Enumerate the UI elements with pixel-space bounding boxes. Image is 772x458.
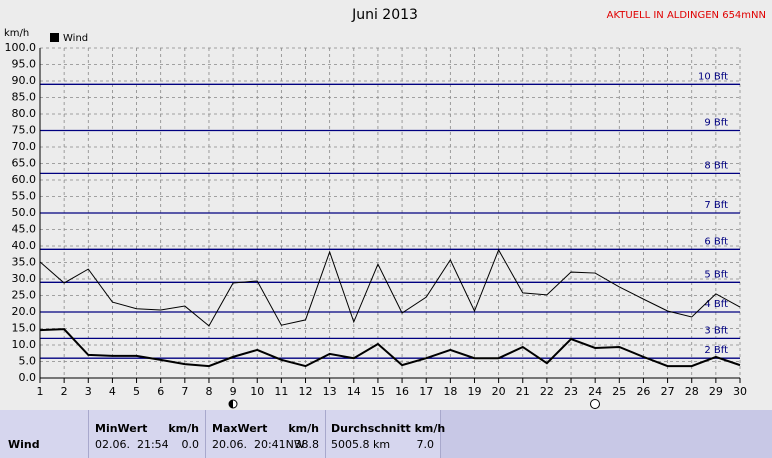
y-tick-label: 90.0 bbox=[12, 74, 37, 87]
col-title: MaxWert bbox=[212, 422, 268, 435]
reference-label: 6 Bft bbox=[704, 236, 728, 247]
moon-phase bbox=[590, 399, 600, 409]
col-value: 38.8 bbox=[294, 438, 320, 451]
x-tick-label: 2 bbox=[61, 385, 68, 398]
chart-title: Juni 2013 bbox=[351, 7, 418, 23]
y-tick-label: 45.0 bbox=[12, 223, 37, 236]
y-tick-label: 25.0 bbox=[12, 289, 37, 302]
reference-label: 10 Bft bbox=[698, 71, 728, 82]
y-tick-label: 60.0 bbox=[12, 173, 37, 186]
reference-label: 8 Bft bbox=[704, 160, 728, 171]
x-tick-label: 17 bbox=[419, 385, 433, 398]
y-tick-label: 80.0 bbox=[12, 107, 37, 120]
y-tick-label: 35.0 bbox=[12, 256, 37, 269]
x-tick-label: 27 bbox=[661, 385, 675, 398]
x-tick-label: 28 bbox=[685, 385, 699, 398]
y-tick-label: 55.0 bbox=[12, 190, 37, 203]
y-tick-label: 50.0 bbox=[12, 206, 37, 219]
x-tick-label: 7 bbox=[181, 385, 188, 398]
col-unit: km/h bbox=[168, 422, 199, 435]
x-tick-label: 19 bbox=[467, 385, 481, 398]
x-tick-label: 8 bbox=[205, 385, 212, 398]
x-tick-label: 12 bbox=[299, 385, 313, 398]
row-label: Wind bbox=[8, 438, 40, 451]
summary-table: Wind MinWert km/h 02.06. 21:54 0.0 MaxWe… bbox=[0, 410, 772, 458]
y-tick-label: 70.0 bbox=[12, 140, 37, 153]
y-tick-label: 40.0 bbox=[12, 239, 37, 252]
x-tick-label: 13 bbox=[323, 385, 337, 398]
y-tick-label: 30.0 bbox=[12, 272, 37, 285]
summary-cell: MaxWert km/h 20.06. 20:41NW 38.8 bbox=[206, 410, 326, 458]
col-info: 02.06. 21:54 bbox=[95, 438, 169, 451]
reference-label: 5 Bft bbox=[704, 269, 728, 280]
summary-cell: MinWert km/h 02.06. 21:54 0.0 bbox=[89, 410, 206, 458]
x-tick-label: 5 bbox=[133, 385, 140, 398]
x-tick-label: 20 bbox=[492, 385, 506, 398]
x-tick-label: 3 bbox=[85, 385, 92, 398]
reference-label: 3 Bft bbox=[704, 325, 728, 336]
moon-phase-shade bbox=[229, 400, 233, 408]
x-tick-label: 14 bbox=[347, 385, 361, 398]
reference-label: 9 Bft bbox=[704, 118, 728, 129]
legend-marker bbox=[50, 33, 59, 42]
x-tick-label: 23 bbox=[564, 385, 578, 398]
y-axis-label: km/h bbox=[4, 28, 29, 39]
y-tick-label: 75.0 bbox=[12, 124, 37, 137]
col-info: 5005.8 km bbox=[331, 438, 391, 451]
x-tick-label: 6 bbox=[157, 385, 164, 398]
legend-label: Wind bbox=[63, 33, 88, 44]
x-tick-label: 25 bbox=[612, 385, 626, 398]
x-tick-label: 22 bbox=[540, 385, 554, 398]
series-line bbox=[39, 328, 741, 368]
col-value: 0.0 bbox=[181, 438, 200, 451]
x-tick-label: 26 bbox=[636, 385, 650, 398]
x-tick-label: 24 bbox=[588, 385, 602, 398]
y-tick-label: 100.0 bbox=[5, 41, 37, 54]
col-title: MinWert bbox=[95, 422, 148, 435]
reference-label: 4 Bft bbox=[704, 299, 728, 310]
y-tick-label: 85.0 bbox=[12, 91, 37, 104]
col-info: 20.06. 20:41NW bbox=[212, 438, 305, 451]
reference-label: 2 Bft bbox=[704, 345, 728, 356]
reference-label: 7 Bft bbox=[704, 200, 728, 211]
x-tick-label: 11 bbox=[274, 385, 288, 398]
col-value: 7.0 bbox=[416, 438, 435, 451]
subtitle: AKTUELL IN ALDINGEN 654mNN bbox=[607, 10, 766, 21]
y-tick-label: 15.0 bbox=[12, 322, 37, 335]
y-tick-label: 5.0 bbox=[19, 355, 37, 368]
series-line bbox=[39, 248, 741, 327]
row-label-cell: Wind bbox=[0, 410, 89, 458]
x-tick-label: 29 bbox=[709, 385, 723, 398]
y-tick-label: 10.0 bbox=[12, 338, 37, 351]
x-tick-label: 30 bbox=[733, 385, 747, 398]
y-tick-label: 0.0 bbox=[19, 371, 37, 384]
y-tick-label: 65.0 bbox=[12, 157, 37, 170]
chart: Juni 2013 AKTUELL IN ALDINGEN 654mNN km/… bbox=[4, 7, 766, 409]
x-tick-label: 10 bbox=[250, 385, 264, 398]
x-tick-label: 16 bbox=[395, 385, 409, 398]
x-tick-label: 18 bbox=[443, 385, 457, 398]
col-unit: km/h bbox=[288, 422, 319, 435]
col-title: Durchschnitt km/h bbox=[331, 422, 446, 435]
x-tick-label: 9 bbox=[230, 385, 237, 398]
summary-cell: Durchschnitt km/h 5005.8 km 7.0 bbox=[326, 410, 445, 458]
y-tick-label: 95.0 bbox=[12, 58, 37, 71]
y-tick-label: 20.0 bbox=[12, 305, 37, 318]
x-tick-label: 4 bbox=[109, 385, 116, 398]
x-tick-label: 21 bbox=[516, 385, 530, 398]
x-tick-label: 1 bbox=[37, 385, 44, 398]
x-tick-label: 15 bbox=[371, 385, 385, 398]
